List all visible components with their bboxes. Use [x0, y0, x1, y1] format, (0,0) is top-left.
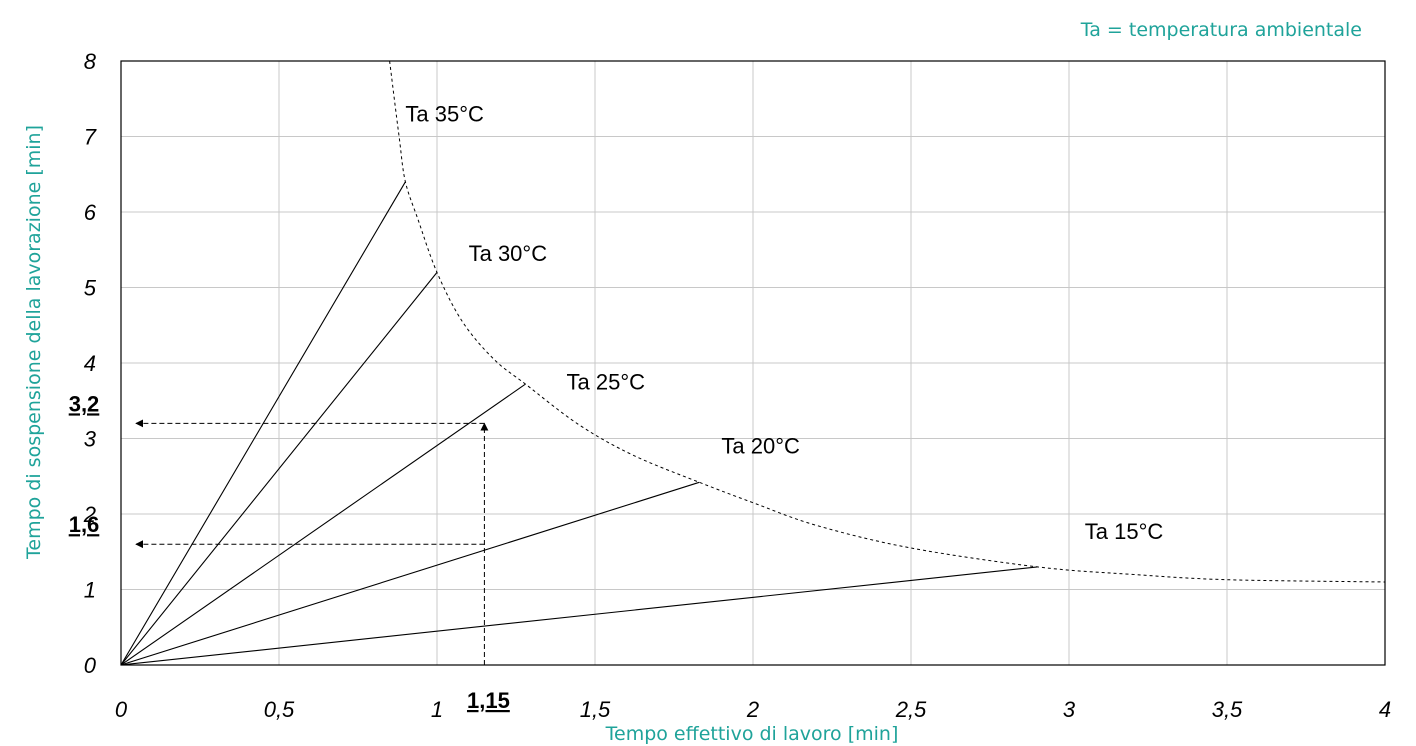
series-group	[120, 181, 1038, 666]
reading-y-value-label: 1,6	[69, 512, 100, 537]
x-tick-label: 2	[746, 697, 759, 722]
series-label: Ta 15°C	[1085, 519, 1164, 544]
boundary-curve	[389, 60, 1386, 583]
y-tick-label: 5	[84, 276, 97, 301]
y-tick-label: 3	[84, 427, 97, 452]
x-tick-label: 0	[115, 697, 128, 722]
series-line	[120, 272, 438, 666]
x-tick-label: 4	[1379, 697, 1391, 722]
tick-labels: 0 0,5 1 1,5 2 2,5 3 3,5 4 0 1 2 3 4 5 6 7 8	[83, 49, 1391, 722]
x-tick-label: 2,5	[895, 697, 927, 722]
series-line	[120, 481, 700, 666]
y-tick-label: 8	[84, 49, 97, 74]
series-line	[120, 181, 406, 666]
ambient-temperature-note: Ta = temperatura ambientale	[1080, 19, 1362, 41]
series-line	[120, 566, 1038, 666]
series-label: Ta 25°C	[567, 369, 646, 394]
x-tick-label: 3	[1063, 697, 1076, 722]
series-label: Ta 20°C	[721, 434, 800, 459]
x-tick-label: 0,5	[264, 697, 295, 722]
series-label: Ta 30°C	[469, 241, 548, 266]
grid	[120, 60, 1386, 666]
y-tick-label: 6	[84, 200, 97, 225]
y-axis-title: Tempo di sospensione della lavorazione […	[23, 125, 45, 560]
x-axis-title: Tempo effettivo di lavoro [min]	[605, 723, 899, 745]
reading-example: 3,2 1,6 1,15	[69, 391, 510, 713]
y-tick-label: 2	[83, 502, 96, 527]
series-line	[120, 383, 526, 666]
y-tick-label: 7	[84, 125, 97, 150]
plot-frame	[120, 60, 1386, 666]
y-tick-label: 0	[84, 653, 97, 678]
reading-y-value-label: 3,2	[69, 391, 100, 416]
y-tick-label: 1	[84, 578, 96, 603]
x-tick-label: 1,5	[580, 697, 611, 722]
series-label: Ta 35°C	[405, 101, 484, 126]
series-labels: Ta 35°C Ta 30°C Ta 25°C Ta 20°C Ta 15°C	[405, 101, 1163, 544]
x-tick-label: 3,5	[1212, 697, 1243, 722]
boundary-curve-group	[389, 60, 1386, 583]
x-tick-label: 1	[431, 697, 443, 722]
reading-x-value-label: 1,15	[467, 688, 510, 713]
y-tick-label: 4	[84, 351, 96, 376]
